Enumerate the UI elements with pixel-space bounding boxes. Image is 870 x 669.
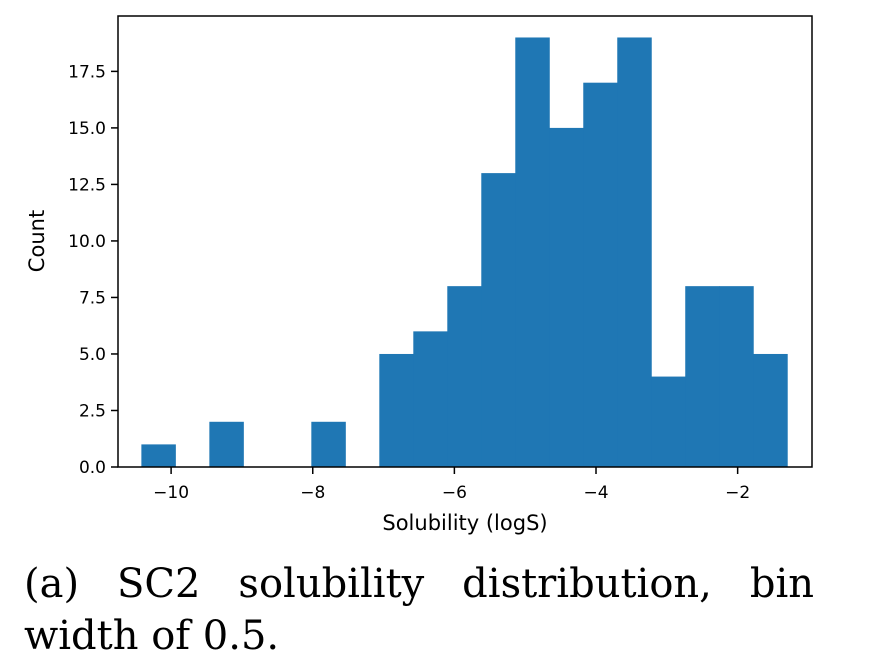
- x-tick-label: −10: [153, 483, 189, 503]
- histogram-bar: [515, 37, 550, 467]
- figure-caption: (a) SC2 solubility distribution, bin wid…: [24, 558, 814, 662]
- y-tick-label: 15.0: [68, 119, 106, 139]
- y-axis-title: Count: [25, 210, 49, 272]
- x-tick-label: −6: [442, 483, 467, 503]
- histogram-bar: [685, 286, 720, 467]
- caption-line-2: width of 0.5.: [24, 613, 280, 659]
- y-tick-label: 7.5: [79, 288, 106, 308]
- x-tick-label: −8: [300, 483, 325, 503]
- caption-line-1: (a) SC2 solubility distribution, bin: [24, 561, 814, 607]
- histogram-bar: [617, 37, 652, 467]
- y-tick-label: 5.0: [79, 345, 106, 365]
- x-axis-title: Solubility (logS): [382, 511, 547, 535]
- histogram-bar: [209, 421, 244, 467]
- y-tick-label: 2.5: [79, 401, 106, 421]
- x-tick-label: −2: [725, 483, 750, 503]
- x-tick-label: −4: [583, 483, 608, 503]
- histogram-bar: [311, 421, 346, 467]
- y-tick-label: 12.5: [68, 175, 106, 195]
- histogram-chart: −10 −8 −6 −4 −2 0.0 2.5 5.0 7.5 10.0 12.5 15.0 17.5…: [25, 15, 813, 535]
- histogram-bar: [413, 331, 448, 467]
- y-tick-label: 0.0: [79, 458, 106, 478]
- histogram-bar: [753, 353, 788, 467]
- histogram-bar: [379, 353, 414, 467]
- histogram-bar: [549, 127, 584, 467]
- y-tick-label: 17.5: [68, 62, 106, 82]
- x-axis-ticks: −10 −8 −6 −4 −2: [153, 467, 750, 503]
- histogram-bar: [719, 286, 754, 467]
- histogram-bar: [447, 286, 482, 467]
- histogram-bar: [481, 173, 516, 467]
- histogram-bar: [651, 376, 686, 467]
- histogram-bar: [141, 444, 176, 467]
- histogram-bars: [141, 37, 788, 468]
- y-axis-ticks: 0.0 2.5 5.0 7.5 10.0 12.5 15.0 17.5: [68, 62, 118, 478]
- histogram-bar: [583, 82, 618, 468]
- y-tick-label: 10.0: [68, 232, 106, 252]
